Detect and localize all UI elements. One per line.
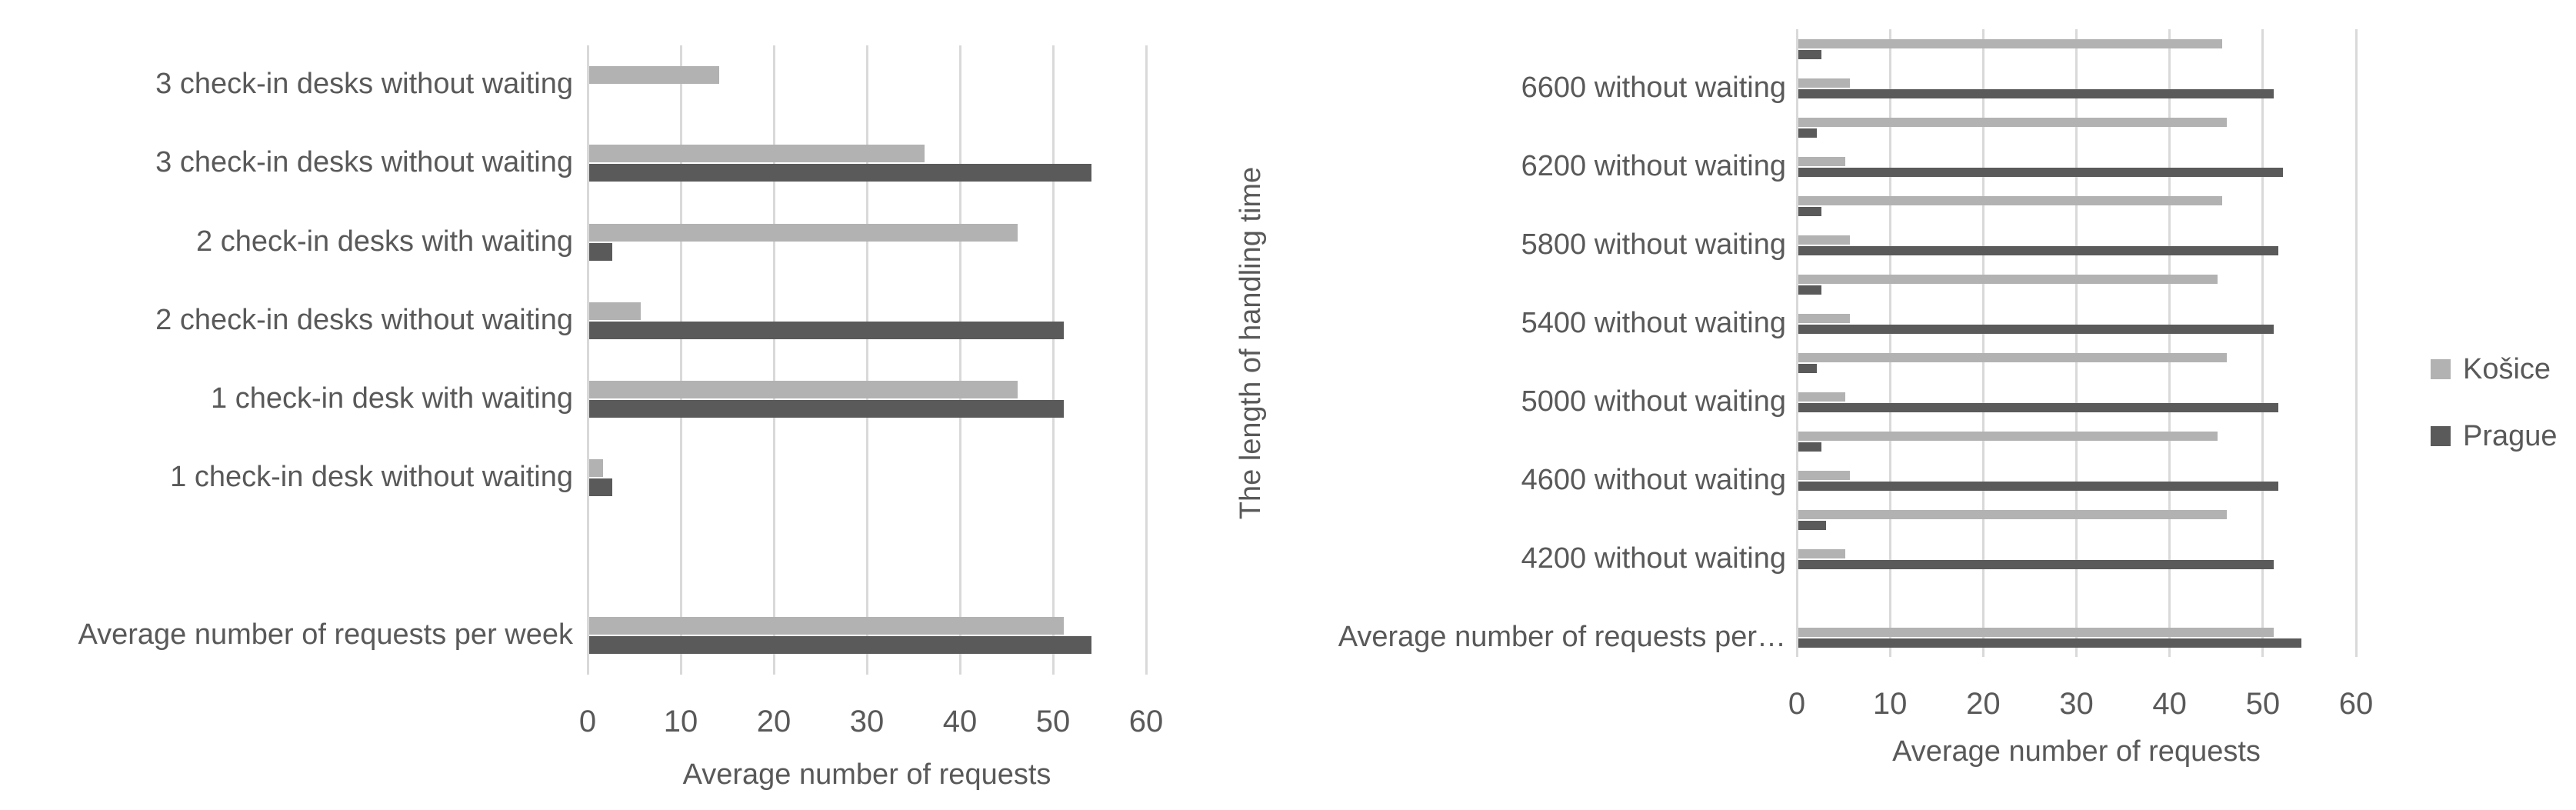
bar-kosice: [1798, 627, 2274, 637]
category-label: 5000 without waiting: [1521, 385, 1786, 418]
prague-swatch-icon: [2431, 426, 2451, 446]
bar-kosice: [1798, 38, 2223, 48]
bar-prague: [1798, 638, 2302, 648]
bar-prague: [1798, 167, 2284, 177]
gridline: [1051, 45, 1055, 675]
kosice-legend-label: Košice: [2463, 352, 2551, 385]
bar-prague: [1798, 285, 1822, 295]
category-label: 4600 without waiting: [1521, 463, 1786, 496]
x-tick-label: 30: [849, 705, 885, 738]
category-label: Average number of requests per week: [78, 618, 573, 651]
x-tick-label: 30: [2059, 687, 2094, 721]
kosice-swatch-icon: [2431, 359, 2451, 379]
bar-kosice: [1798, 78, 1850, 88]
bar-kosice: [589, 66, 720, 85]
bar-kosice: [589, 616, 1065, 635]
x-tick-label: 0: [1788, 687, 1806, 721]
bar-kosice: [589, 381, 1018, 399]
bar-prague: [1798, 442, 1822, 452]
bar-kosice: [589, 302, 641, 320]
x-tick-label: 60: [2338, 687, 2374, 721]
x-tick-label: 10: [1872, 687, 1908, 721]
bar-prague: [589, 478, 613, 497]
category-label: Average number of requests per…: [1338, 620, 1786, 653]
x-tick-label: 0: [578, 705, 597, 738]
x-tick-label: 20: [1966, 687, 2001, 721]
x-tick-label: 50: [1035, 705, 1071, 738]
gridline: [2168, 29, 2171, 657]
category-label: 5800 without waiting: [1521, 228, 1786, 261]
bar-prague: [1798, 559, 2274, 569]
x-tick-label: 50: [2245, 687, 2281, 721]
gridline: [2261, 29, 2264, 657]
bar-kosice: [1798, 352, 2228, 362]
bar-prague: [1798, 88, 2274, 98]
bar-kosice: [1798, 431, 2218, 441]
category-label: 5400 without waiting: [1521, 306, 1786, 339]
category-label: 1 check-in desk with waiting: [211, 382, 573, 415]
gridline: [865, 45, 868, 675]
bar-kosice: [1798, 470, 1850, 480]
x-tick-label: 40: [942, 705, 978, 738]
gridline: [586, 45, 589, 675]
bar-prague: [1798, 49, 1822, 59]
bar-kosice: [1798, 313, 1850, 323]
gridline: [772, 45, 775, 675]
prague-legend-label: Prague: [2463, 419, 2558, 452]
left-x-axis-title: Average number of requests: [682, 758, 1051, 791]
x-tick-label: 20: [756, 705, 791, 738]
bar-kosice: [1798, 195, 2223, 205]
bar-kosice: [589, 223, 1018, 242]
bar-kosice: [1798, 548, 1845, 558]
bar-prague: [1798, 206, 1822, 216]
category-label: 2 check-in desks without waiting: [155, 303, 573, 336]
bar-kosice: [589, 145, 925, 163]
right-x-axis-title: Average number of requests: [1892, 735, 2261, 768]
gridline: [1795, 29, 1798, 657]
bar-kosice: [1798, 117, 2228, 127]
gridline: [2075, 29, 2078, 657]
bar-kosice: [1798, 156, 1845, 166]
gridline: [1888, 29, 1891, 657]
x-tick-label: 40: [2152, 687, 2187, 721]
bar-prague: [1798, 520, 1827, 530]
category-label: 6600 without waiting: [1521, 71, 1786, 104]
bar-prague: [589, 635, 1092, 654]
right-y-axis-title: The length of handling time: [1235, 166, 1267, 520]
bar-kosice: [1798, 274, 2218, 284]
category-label: 3 check-in desks without waiting: [155, 146, 573, 179]
bar-kosice: [1798, 509, 2228, 519]
gridline: [1145, 45, 1148, 675]
legend-item-kosice: Košice: [2431, 350, 2551, 388]
bar-prague: [589, 321, 1065, 339]
x-tick-label: 10: [663, 705, 698, 738]
category-label: 6200 without waiting: [1521, 149, 1786, 182]
gridline: [1981, 29, 1984, 657]
bar-kosice: [589, 459, 604, 478]
bar-prague: [1798, 245, 2278, 255]
bar-kosice: [1798, 235, 1850, 245]
category-label: 3 check-in desks without waiting: [155, 68, 573, 101]
category-label: 4200 without waiting: [1521, 542, 1786, 575]
legend-item-prague: Prague: [2431, 417, 2558, 455]
bar-kosice: [1798, 392, 1845, 402]
gridline: [958, 45, 961, 675]
bar-prague: [1798, 481, 2278, 491]
category-label: 2 check-in desks with waiting: [196, 225, 573, 258]
bar-prague: [1798, 128, 1818, 138]
bar-prague: [589, 242, 613, 261]
x-tick-label: 60: [1128, 705, 1164, 738]
gridline: [2354, 29, 2358, 657]
bar-prague: [589, 164, 1092, 182]
bar-prague: [1798, 402, 2278, 412]
gridline: [679, 45, 682, 675]
category-label: 1 check-in desk without waiting: [170, 461, 573, 494]
bar-prague: [1798, 324, 2274, 334]
bar-prague: [589, 400, 1065, 418]
bar-prague: [1798, 363, 1818, 373]
